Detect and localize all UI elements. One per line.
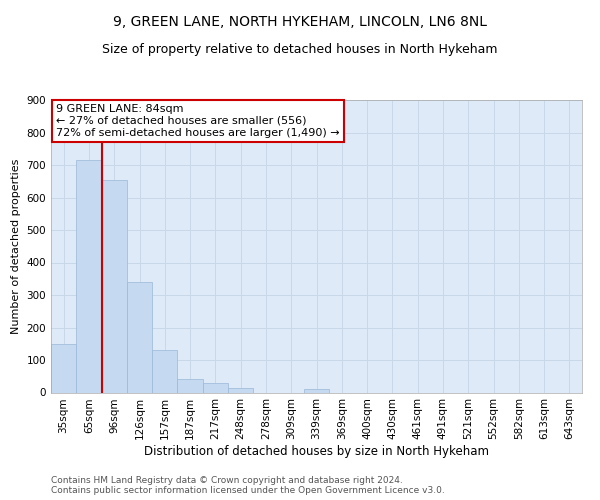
- Bar: [101, 180, 127, 392]
- Bar: [304, 389, 329, 392]
- Bar: [152, 350, 178, 393]
- Text: 9, GREEN LANE, NORTH HYKEHAM, LINCOLN, LN6 8NL: 9, GREEN LANE, NORTH HYKEHAM, LINCOLN, L…: [113, 15, 487, 29]
- Text: Contains HM Land Registry data © Crown copyright and database right 2024.
Contai: Contains HM Land Registry data © Crown c…: [51, 476, 445, 495]
- Bar: [203, 383, 228, 392]
- Text: Size of property relative to detached houses in North Hykeham: Size of property relative to detached ho…: [102, 42, 498, 56]
- Bar: [51, 344, 76, 393]
- Bar: [76, 160, 101, 392]
- Bar: [127, 282, 152, 393]
- Bar: [228, 388, 253, 392]
- Text: 9 GREEN LANE: 84sqm
← 27% of detached houses are smaller (556)
72% of semi-detac: 9 GREEN LANE: 84sqm ← 27% of detached ho…: [56, 104, 340, 138]
- Y-axis label: Number of detached properties: Number of detached properties: [11, 158, 21, 334]
- Bar: [178, 379, 203, 392]
- X-axis label: Distribution of detached houses by size in North Hykeham: Distribution of detached houses by size …: [144, 445, 489, 458]
